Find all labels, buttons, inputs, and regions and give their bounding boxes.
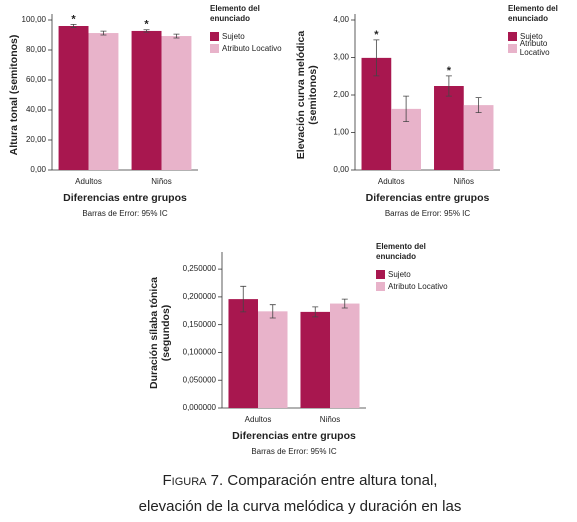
bar [300,311,330,408]
x-tick-label: Niños [151,177,171,186]
legend-title: Elemento del enunciado [508,4,558,23]
legend-entry: Sujeto [210,30,282,42]
x-axis-title: Diferencias entre grupos [63,192,187,204]
error-note: Barras de Error: 95% IC [82,209,168,218]
legend: Elemento del enunciado Sujeto Atributo Loc… [376,242,448,292]
error-bar [100,30,107,36]
y-tick-label: 4,00 [333,15,349,24]
legend-title: Elemento del enunciado [376,242,426,261]
legend-label: Atributo Locativo [222,43,282,53]
significance-marker: * [447,65,452,77]
y-tick-label: 1,00 [333,128,349,137]
error-bar [312,306,319,318]
legend: Elemento del enunciado Sujeto Atributo Loc… [210,4,282,54]
y-tick-label: 80,00 [26,45,47,54]
significance-marker: * [144,19,149,31]
bar [330,303,360,408]
significance-marker: * [71,13,76,25]
bar [161,36,192,170]
legend-swatch [210,31,219,41]
legend-label: Atributo Locativo [388,281,448,291]
error-bar [373,39,380,77]
bar [434,86,464,170]
x-axis-title: Diferencias entre grupos [366,192,490,204]
y-axis-title: Elevación curva melódica (semitonos) [295,30,319,160]
caption-label: Figura 7. [162,472,224,489]
x-axis-title: Diferencias entre grupos [232,430,356,442]
legend-label: Atributo Locativo [519,39,550,57]
y-tick-label: 0,200000 [183,292,217,301]
y-tick-label: 100,00 [22,15,47,24]
legend-entry: Atributo Locativo [508,39,577,57]
error-bar [173,33,180,39]
error-note: Barras de Error: 95% IC [251,447,337,456]
y-tick-label: 3,00 [333,53,349,62]
error-bar [70,23,77,29]
y-tick-label: 0,100000 [183,348,217,357]
legend-label: Sujeto [388,269,411,279]
y-tick-label: 20,00 [26,135,47,144]
y-tick-label: 0,00 [333,165,349,174]
x-tick-label: Adultos [245,415,272,424]
legend-entry: Atributo Locativo [376,280,448,292]
legend-entry: Sujeto [376,268,448,280]
x-tick-label: Adultos [378,177,405,186]
x-tick-label: Niños [454,177,474,186]
legend-swatch [508,43,517,53]
error-bar [445,75,452,97]
y-tick-label: 40,00 [26,105,47,114]
legend-swatch [508,31,517,41]
error-bar [475,97,482,114]
y-tick-label: 0,050000 [183,375,217,384]
error-bar [403,95,410,123]
bar [88,33,119,170]
caption-text: Comparación entre altura tonal, elevació… [138,472,462,515]
legend-swatch [376,281,385,291]
y-tick-label: 2,00 [333,90,349,99]
error-bar [341,298,348,309]
y-tick-label: 60,00 [26,75,47,84]
legend-label: Sujeto [222,31,245,41]
bar [258,311,288,408]
legend-entry: Sujeto [508,30,577,42]
y-tick-label: 0,250000 [183,264,217,273]
bar [228,299,258,408]
y-tick-label: 0,000000 [183,403,217,412]
y-axis-title: Duración sílaba tónica (segundos) [148,276,172,390]
legend: Elemento del enunciado Sujeto Atributo Loc… [508,4,577,57]
legend-label: Sujeto [520,31,543,41]
error-bar [143,29,150,33]
bar [58,26,89,170]
error-bar [240,285,247,313]
x-tick-label: Niños [320,415,340,424]
bar [463,105,494,170]
legend-entry: Atributo Locativo [210,42,282,54]
x-tick-label: Adultos [75,177,102,186]
legend-swatch [376,269,385,279]
y-tick-label: 0,150000 [183,320,217,329]
significance-marker: * [374,29,379,41]
y-axis-title: Altura tonal (semitonos) [8,34,20,156]
legend-title: Elemento del enunciado [210,4,260,23]
bar [131,30,162,171]
legend-swatch [210,43,219,53]
bar [361,57,392,170]
error-bar [269,304,276,319]
y-tick-label: 0,00 [30,165,46,174]
caption: Figura 7. Comparación entre altura tonal… [130,468,470,522]
error-note: Barras de Error: 95% IC [385,209,471,218]
